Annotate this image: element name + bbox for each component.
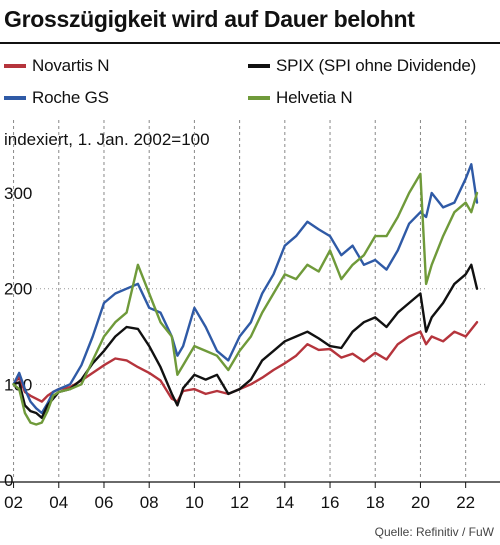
legend: Novartis N Roche GS SPIX (SPI ohne Divid… — [0, 56, 500, 116]
x-tick-label: 08 — [140, 493, 159, 512]
chart-subtitle: indexiert, 1. Jan. 2002=100 — [4, 130, 210, 149]
y-tick-label: 200 — [4, 280, 32, 299]
legend-swatch-spix — [248, 64, 270, 68]
chart-title: Grosszügigkeit wird auf Dauer belohnt — [4, 6, 415, 32]
legend-item-helvetia: Helvetia N — [248, 88, 353, 108]
x-tick-label: 22 — [456, 493, 475, 512]
legend-swatch-roche — [4, 96, 26, 100]
legend-swatch-helvetia — [248, 96, 270, 100]
legend-item-spix: SPIX (SPI ohne Dividende) — [248, 56, 476, 76]
x-tick-label: 04 — [49, 493, 68, 512]
legend-swatch-novartis — [4, 64, 26, 68]
legend-label-spix: SPIX (SPI ohne Dividende) — [276, 56, 477, 75]
title-rule — [0, 42, 500, 44]
x-tick-label: 14 — [275, 493, 294, 512]
x-tick-label: 16 — [321, 493, 340, 512]
x-tick-label: 12 — [230, 493, 249, 512]
x-tick-label: 06 — [95, 493, 114, 512]
series-line-helvetia — [12, 172, 479, 426]
legend-item-roche: Roche GS — [4, 88, 109, 108]
legend-item-novartis: Novartis N — [4, 56, 110, 76]
x-tick-label: 20 — [411, 493, 430, 512]
x-tick-label: 02 — [4, 493, 23, 512]
legend-label-novartis: Novartis N — [32, 56, 110, 75]
y-tick-label: 300 — [4, 184, 32, 203]
series-line-roche — [12, 163, 479, 415]
source-note: Quelle: Refinitiv / FuW — [374, 525, 494, 539]
legend-label-helvetia: Helvetia N — [276, 88, 353, 107]
x-tick-label: 10 — [185, 493, 204, 512]
legend-label-roche: Roche GS — [32, 88, 109, 107]
series-line-spix — [12, 263, 479, 419]
x-tick-label: 18 — [366, 493, 385, 512]
y-tick-label: 0 — [4, 471, 13, 490]
